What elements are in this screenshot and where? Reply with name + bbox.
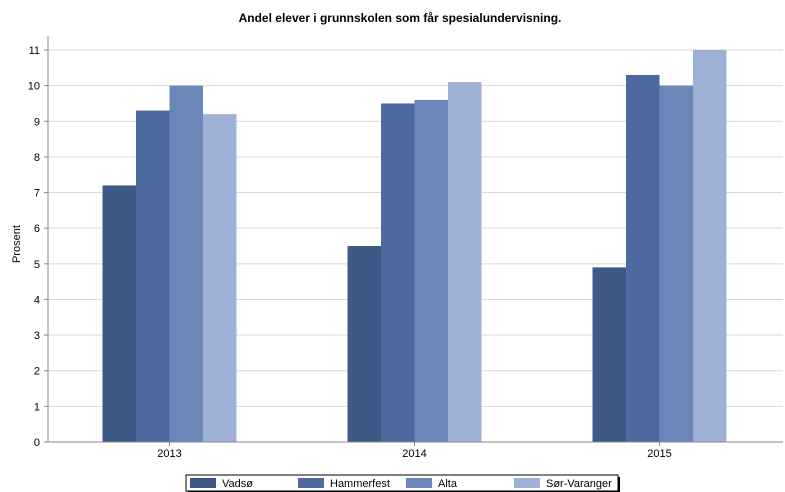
y-tick-label: 4 <box>34 294 40 306</box>
legend-swatch-hammerfest <box>298 478 324 488</box>
legend: Vadsø Hammerfest Alta Sør-Varanger <box>185 474 620 492</box>
x-tick-label: 2015 <box>647 448 671 460</box>
y-tick-label: 3 <box>34 330 40 342</box>
y-tick-label: 1 <box>34 401 40 413</box>
legend-label: Sør-Varanger <box>546 478 612 490</box>
y-tick-labels: 0 1 2 3 4 5 6 7 8 9 10 11 <box>28 45 48 449</box>
bar-alta-2015[interactable] <box>659 85 694 443</box>
y-tick-label: 5 <box>34 259 40 271</box>
x-tick-labels: 2013 2014 2015 <box>157 442 672 460</box>
legend-label: Vadsø <box>222 478 253 490</box>
bar-vadsø-2013[interactable] <box>102 185 137 442</box>
legend-box <box>185 474 619 492</box>
bar-alta-2014[interactable] <box>414 99 449 443</box>
legend-label: Hammerfest <box>330 478 390 490</box>
legend-label: Alta <box>438 478 458 490</box>
x-tick-label: 2013 <box>157 448 181 460</box>
bar-vadsø-2015[interactable] <box>592 267 627 442</box>
y-tick-label: 8 <box>34 152 40 164</box>
y-tick-label: 10 <box>28 81 40 93</box>
bar-hammerfest-2015[interactable] <box>626 74 660 442</box>
bar-sør-varanger-2015[interactable] <box>693 50 727 442</box>
bar-vadsø-2014[interactable] <box>347 246 382 442</box>
bar-alta-2013[interactable] <box>169 85 204 443</box>
legend-swatch-vadsø <box>190 478 216 488</box>
legend-swatch-sør-varanger <box>514 478 540 488</box>
chart-title: Andel elever i grunnskolen som får spesi… <box>239 11 562 25</box>
y-tick-label: 6 <box>34 223 40 235</box>
axes <box>47 36 783 443</box>
y-tick-label: 2 <box>34 366 40 378</box>
y-tick-label: 7 <box>34 188 40 200</box>
bar-hammerfest-2013[interactable] <box>136 110 170 442</box>
bar-sør-varanger-2013[interactable] <box>203 114 237 443</box>
y-tick-label: 11 <box>29 45 40 57</box>
x-tick-label: 2014 <box>402 448 426 460</box>
y-tick-label: 0 <box>34 437 40 449</box>
bar-sør-varanger-2014[interactable] <box>448 82 482 442</box>
y-axis-title: Prosent <box>11 225 23 263</box>
bar-hammerfest-2014[interactable] <box>381 103 415 443</box>
y-tick-label: 9 <box>34 116 40 128</box>
bars <box>102 50 727 443</box>
legend-swatch-alta <box>406 478 432 488</box>
